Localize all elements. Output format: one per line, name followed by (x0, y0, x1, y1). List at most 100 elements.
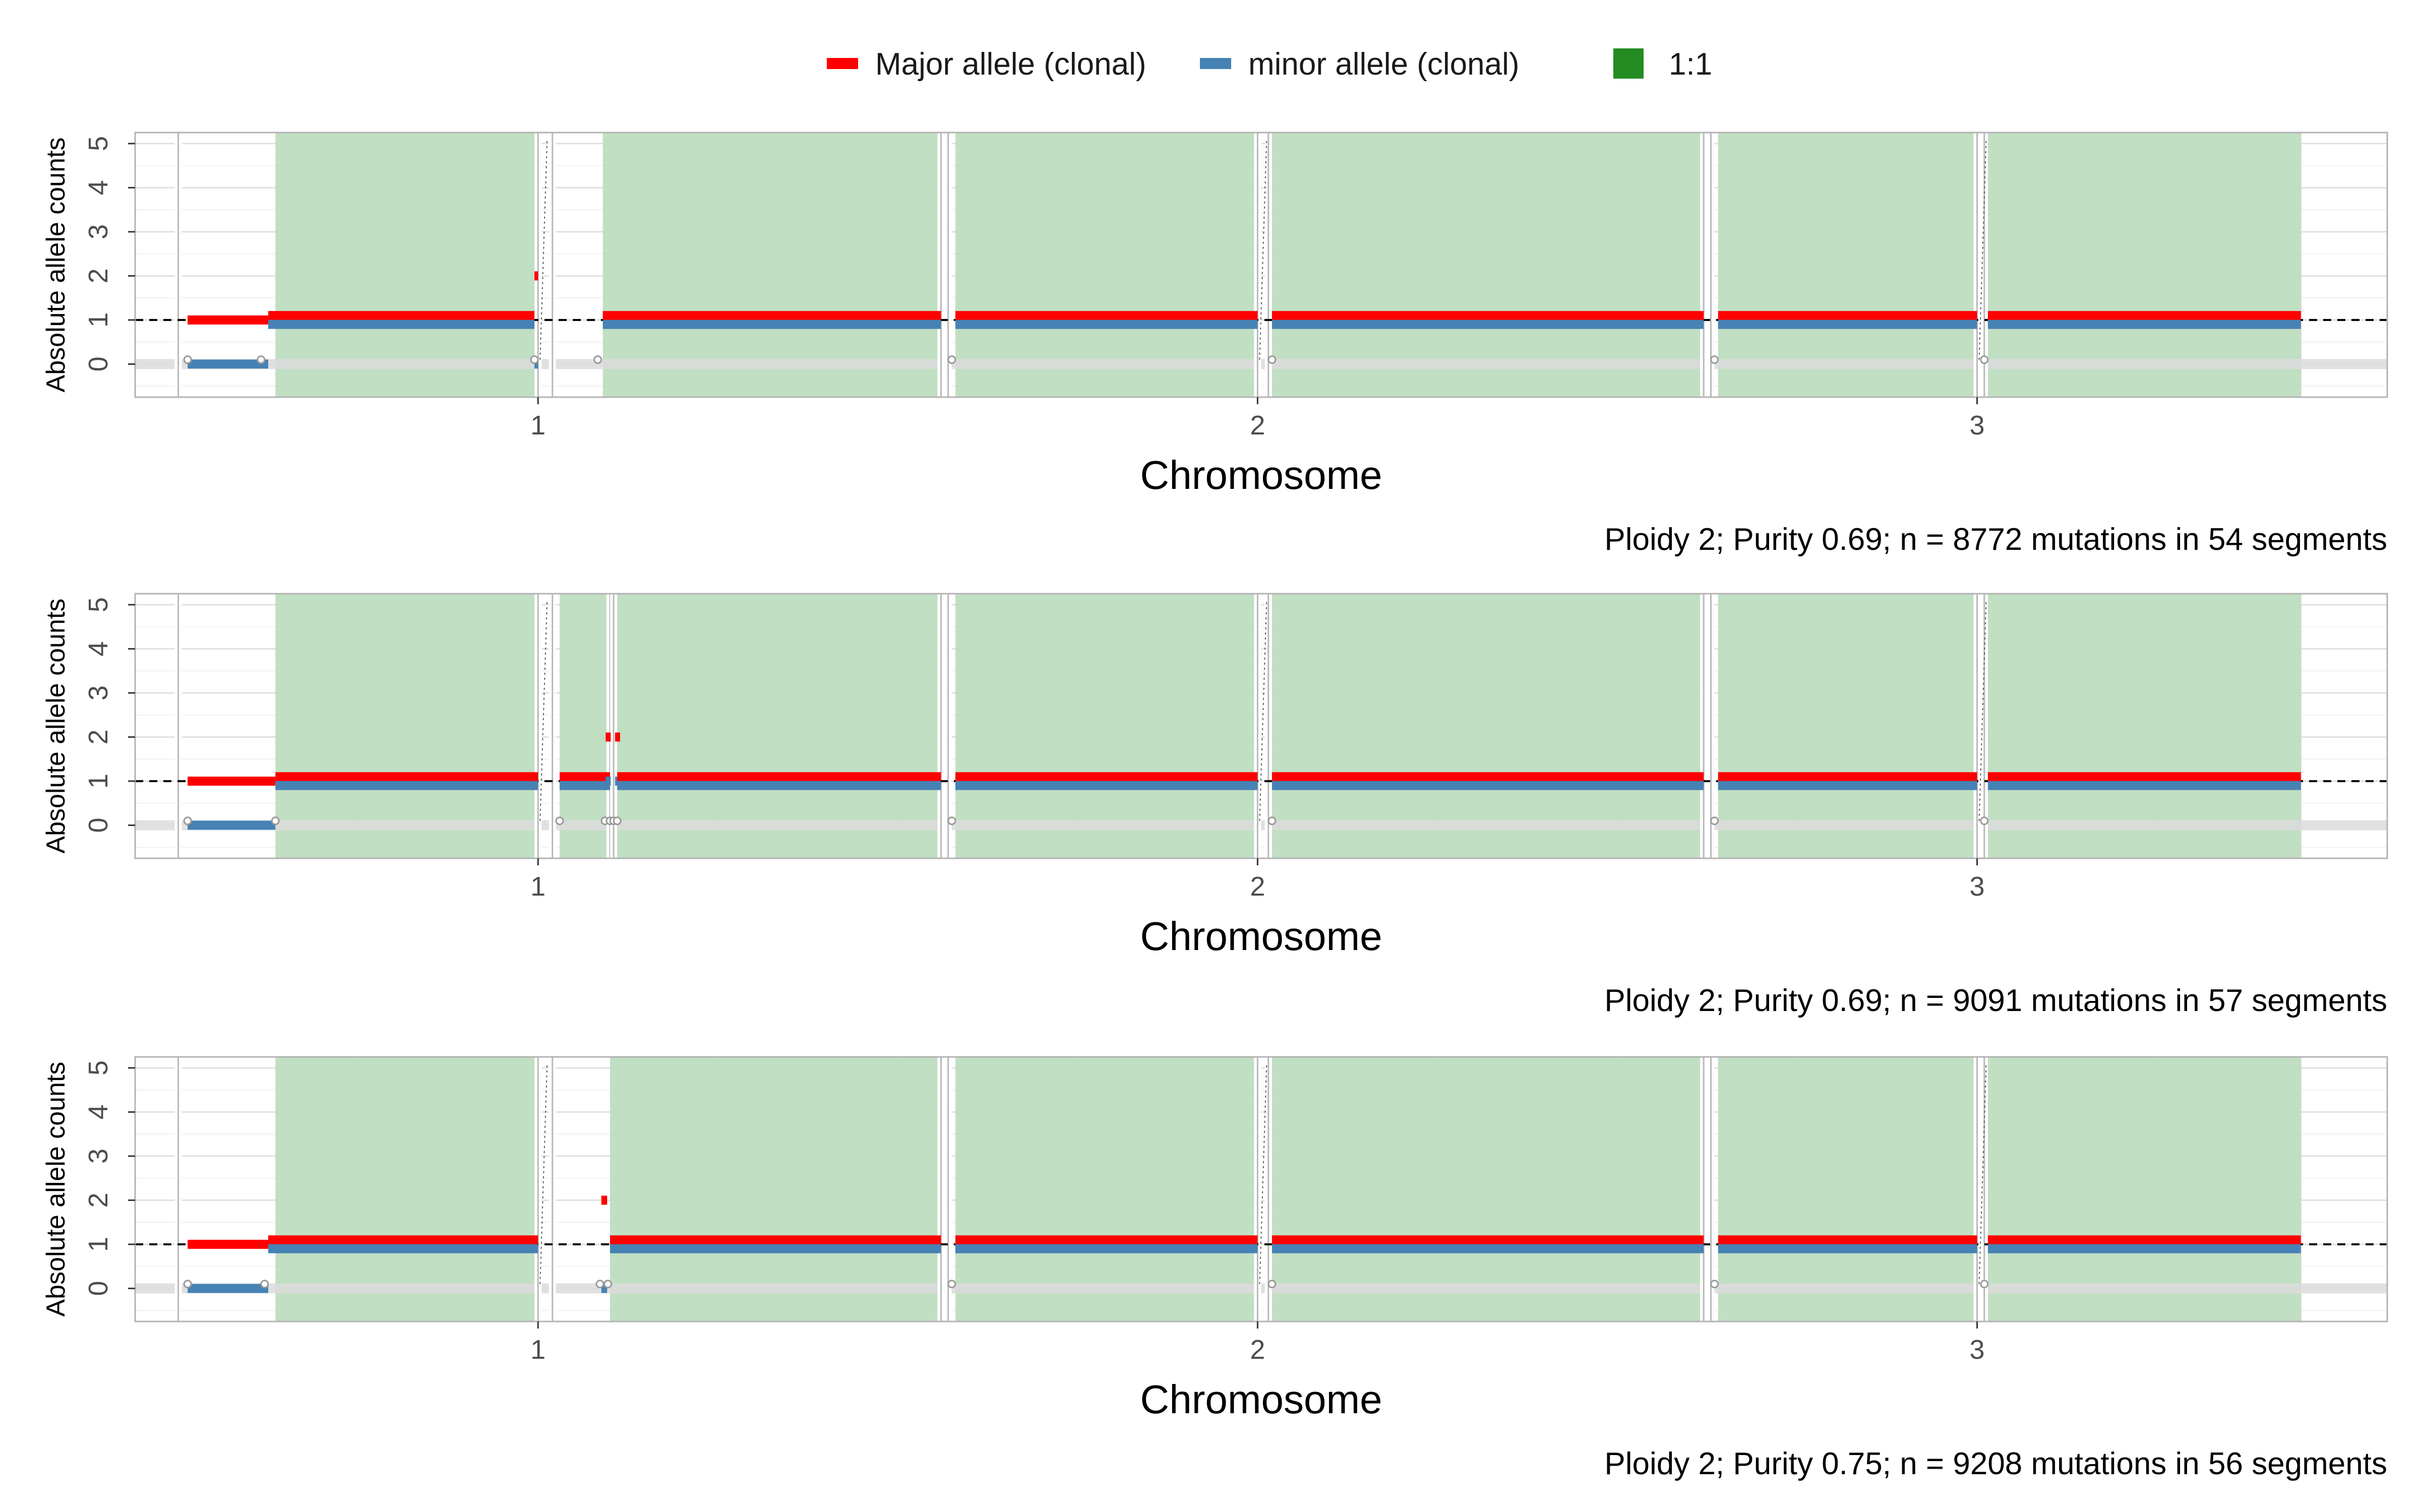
legend-label-0: Major allele (clonal) (875, 47, 1146, 82)
y-tick-label-3: 3 (83, 685, 113, 701)
major-allele-segment-2 (601, 1195, 608, 1205)
major-allele-segment-6 (955, 772, 1258, 782)
connector-line-0 (539, 600, 548, 821)
x-tick-label-2: 3 (1969, 410, 1984, 440)
y-tick-label-5: 5 (83, 1060, 113, 1076)
minor-allele-segment-3 (602, 320, 941, 329)
balanced-region-1 (560, 594, 610, 858)
major-allele-segment-2 (560, 772, 610, 782)
breakpoint-marker-0 (183, 816, 192, 826)
major-allele-segment-3 (602, 311, 941, 321)
minor-allele-segment-5 (1272, 1244, 1704, 1253)
major-allele-segment-4 (955, 1235, 1258, 1245)
legend-key-0 (827, 58, 858, 69)
balanced-region-6 (1987, 594, 2301, 858)
connector-line-2 (1978, 1063, 1987, 1284)
x-tick-label-2: 3 (1969, 871, 1984, 902)
balanced-region-4 (1718, 133, 1977, 397)
major-allele-segment-5 (617, 772, 941, 782)
breakpoint-marker-6 (613, 816, 622, 826)
x-axis-title: Chromosome (1140, 453, 1382, 497)
balanced-region-3 (1272, 133, 1704, 397)
y-tick-label-5: 5 (83, 597, 113, 612)
x-tick-label-0: 1 (530, 871, 546, 902)
panel-caption: Ploidy 2; Purity 0.69; n = 8772 mutation… (1604, 522, 2387, 557)
connector-line-0 (539, 1063, 548, 1284)
connector-line-1 (1259, 1063, 1267, 1284)
balanced-region-0 (275, 594, 538, 858)
major-allele-segment-5 (1272, 311, 1704, 321)
minor-allele-segment-5 (1272, 320, 1704, 329)
x-tick-label-1: 2 (1250, 871, 1265, 902)
y-tick-label-1: 1 (83, 312, 113, 328)
y-tick-label-2: 2 (83, 729, 113, 744)
balanced-region-0 (275, 1057, 538, 1321)
balanced-region-5 (1987, 133, 2301, 397)
minor-allele-segment-6 (1718, 1244, 1977, 1253)
major-allele-segment-7 (1272, 772, 1704, 782)
major-allele-segment-0 (188, 1239, 269, 1249)
balanced-region-5 (1718, 594, 1977, 858)
minor-allele-segment-1 (275, 781, 538, 790)
minor-allele-segment-1 (268, 320, 535, 329)
minor-allele-segment-6 (955, 781, 1258, 790)
connector-line-1 (1259, 139, 1267, 360)
y-tick-label-3: 3 (83, 1149, 113, 1164)
x-tick-label-0: 1 (530, 410, 546, 440)
legend: Major allele (clonal) minor allele (clona… (827, 47, 1712, 82)
y-tick-label-5: 5 (83, 136, 113, 151)
major-allele-segment-1 (268, 311, 535, 321)
connector-line-1 (1259, 600, 1267, 821)
zero-band (135, 1283, 2387, 1294)
legend-key-2 (1613, 48, 1644, 79)
breakpoint-marker-9 (1710, 816, 1719, 826)
breakpoint-marker-5 (1267, 1280, 1277, 1289)
panel-1: 0 1 2 3 4 5 1 2 3 Chromosome Absolute allele count… (41, 132, 2388, 557)
minor-allele-segment-2 (560, 781, 610, 790)
y-tick-label-2: 2 (83, 268, 113, 283)
y-tick-label-0: 0 (83, 1281, 113, 1296)
balanced-region-4 (1718, 1057, 1977, 1321)
y-axis-title: Absolute allele counts (41, 599, 71, 854)
y-tick-label-4: 4 (83, 180, 113, 195)
major-allele-segment-0 (188, 776, 276, 786)
minor-allele-segment-3 (606, 776, 611, 786)
x-tick-label-0: 1 (530, 1335, 546, 1365)
minor-allele-segment-9 (1987, 781, 2301, 790)
y-tick-label-1: 1 (83, 774, 113, 789)
balanced-region-4 (1272, 594, 1704, 858)
panel-caption: Ploidy 2; Purity 0.69; n = 9091 mutation… (1604, 983, 2387, 1018)
minor-allele-segment-6 (1718, 320, 1977, 329)
panel-3: 0 1 2 3 4 5 1 2 3 Chromosome Absolute allele count… (41, 1056, 2388, 1481)
balanced-region-2 (617, 594, 941, 858)
major-allele-segment-4 (615, 732, 620, 742)
breakpoint-marker-1 (271, 816, 280, 826)
major-allele-segment-1 (275, 772, 538, 782)
major-allele-segment-6 (1718, 1235, 1977, 1245)
major-allele-segment-3 (606, 732, 611, 742)
x-tick-label-1: 2 (1250, 410, 1265, 440)
y-tick-label-1: 1 (83, 1237, 113, 1252)
balanced-region-5 (1987, 1057, 2301, 1321)
major-allele-segment-4 (955, 311, 1258, 321)
major-allele-segment-7 (1987, 311, 2301, 321)
panel-border (134, 593, 2388, 859)
breakpoint-marker-3 (603, 1280, 613, 1289)
y-axis-title: Absolute allele counts (41, 1062, 71, 1317)
major-allele-segment-8 (1718, 772, 1977, 782)
minor-allele-segment-2 (601, 1284, 608, 1293)
breakpoint-marker-2 (530, 355, 539, 364)
panel-2: 0 1 2 3 4 5 1 2 3 Chromosome Absolute allele count… (41, 593, 2388, 1018)
y-tick-label-3: 3 (83, 224, 113, 239)
breakpoint-marker-0 (183, 1280, 192, 1289)
breakpoint-marker-1 (260, 1280, 269, 1289)
breakpoint-marker-3 (593, 355, 602, 364)
y-tick-label-2: 2 (83, 1192, 113, 1208)
minor-allele-segment-2 (534, 359, 538, 369)
major-allele-segment-0 (188, 315, 269, 325)
breakpoint-marker-2 (595, 1280, 604, 1289)
balanced-region-3 (955, 594, 1258, 858)
breakpoint-marker-7 (1980, 355, 1989, 364)
panel-border (134, 132, 2388, 398)
balanced-region-1 (602, 133, 941, 397)
